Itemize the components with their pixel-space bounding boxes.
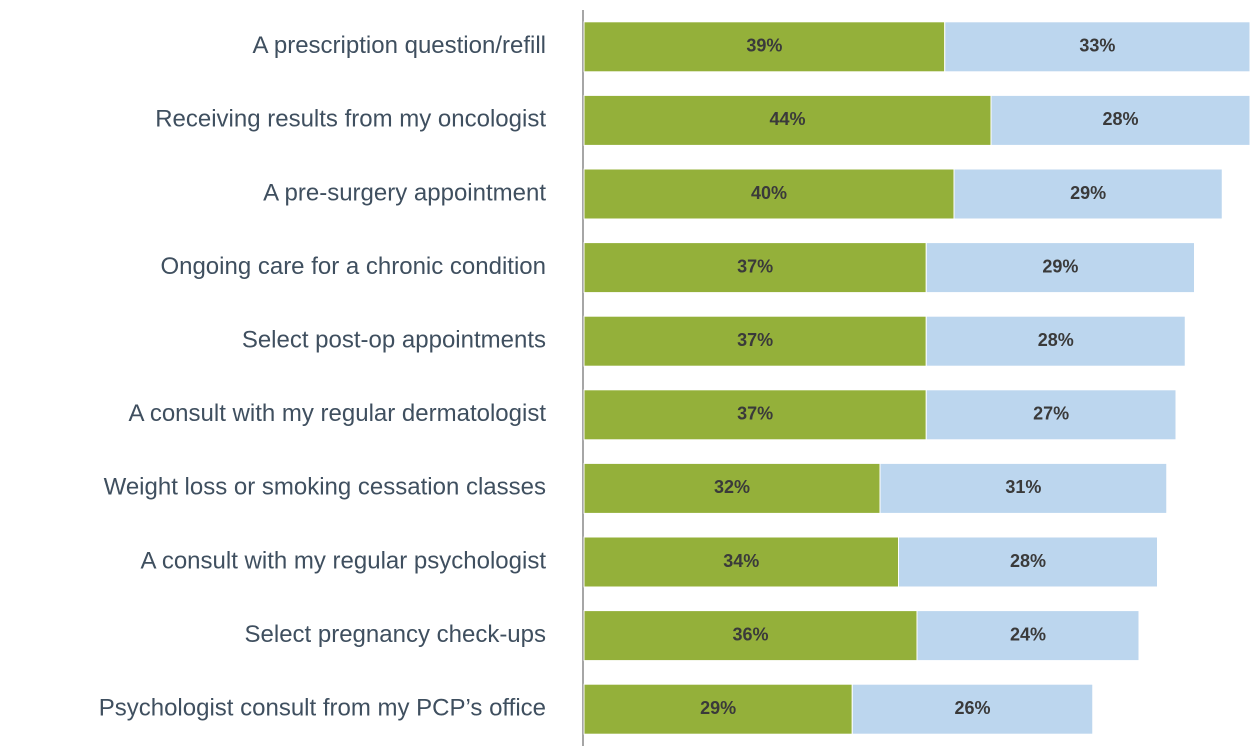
category-label: Ongoing care for a chronic condition xyxy=(160,253,546,280)
bar-segment xyxy=(583,315,927,367)
bar-segment xyxy=(953,168,1223,220)
data-label: 26% xyxy=(954,698,990,718)
data-label: 28% xyxy=(1102,109,1138,129)
category-label: A consult with my regular dermatologist xyxy=(128,400,546,427)
data-label: 44% xyxy=(769,109,805,129)
bar-segment xyxy=(898,536,1158,588)
data-label: 32% xyxy=(714,477,750,497)
bar-segment xyxy=(583,21,946,73)
data-label: 29% xyxy=(700,698,736,718)
category-label: Weight loss or smoking cessation classes xyxy=(104,474,546,501)
bar-segment xyxy=(925,242,1195,294)
data-label: 27% xyxy=(1033,404,1069,424)
data-label: 40% xyxy=(751,183,787,203)
bar-segment xyxy=(583,610,918,662)
bar-segment xyxy=(583,242,927,294)
bar-segment xyxy=(583,389,927,441)
bar-segment xyxy=(916,610,1140,662)
category-label: A pre-surgery appointment xyxy=(263,179,546,206)
category-label: Receiving results from my oncologist xyxy=(155,106,546,133)
bar-segment xyxy=(583,536,899,588)
bar-segment xyxy=(925,389,1177,441)
data-label: 31% xyxy=(1005,477,1041,497)
bar-segment xyxy=(879,462,1168,514)
bar-segment xyxy=(925,315,1186,367)
category-label: A consult with my regular psychologist xyxy=(140,547,546,574)
bar-segment xyxy=(851,683,1094,735)
data-label: 29% xyxy=(1070,183,1106,203)
category-label: A prescription question/refill xyxy=(253,32,546,59)
data-label: 37% xyxy=(737,330,773,350)
bar-segment xyxy=(944,21,1250,73)
category-label: Select post-op appointments xyxy=(242,327,546,354)
data-label: 29% xyxy=(1042,256,1078,276)
data-label: 24% xyxy=(1010,624,1046,644)
data-label: 39% xyxy=(746,36,782,56)
data-label: 33% xyxy=(1079,36,1115,56)
bar-segment xyxy=(583,683,853,735)
data-label: 34% xyxy=(723,551,759,571)
bar-segment xyxy=(990,94,1250,146)
bar-segment xyxy=(583,94,992,146)
data-label: 36% xyxy=(732,624,768,644)
category-label: Psychologist consult from my PCP’s offic… xyxy=(99,695,546,722)
data-label: 37% xyxy=(737,256,773,276)
category-label: Select pregnancy check-ups xyxy=(245,621,547,648)
data-label: 37% xyxy=(737,404,773,424)
bar-segment xyxy=(583,168,955,220)
data-label: 28% xyxy=(1038,330,1074,350)
data-label: 28% xyxy=(1010,551,1046,571)
bar-segment xyxy=(583,462,881,514)
